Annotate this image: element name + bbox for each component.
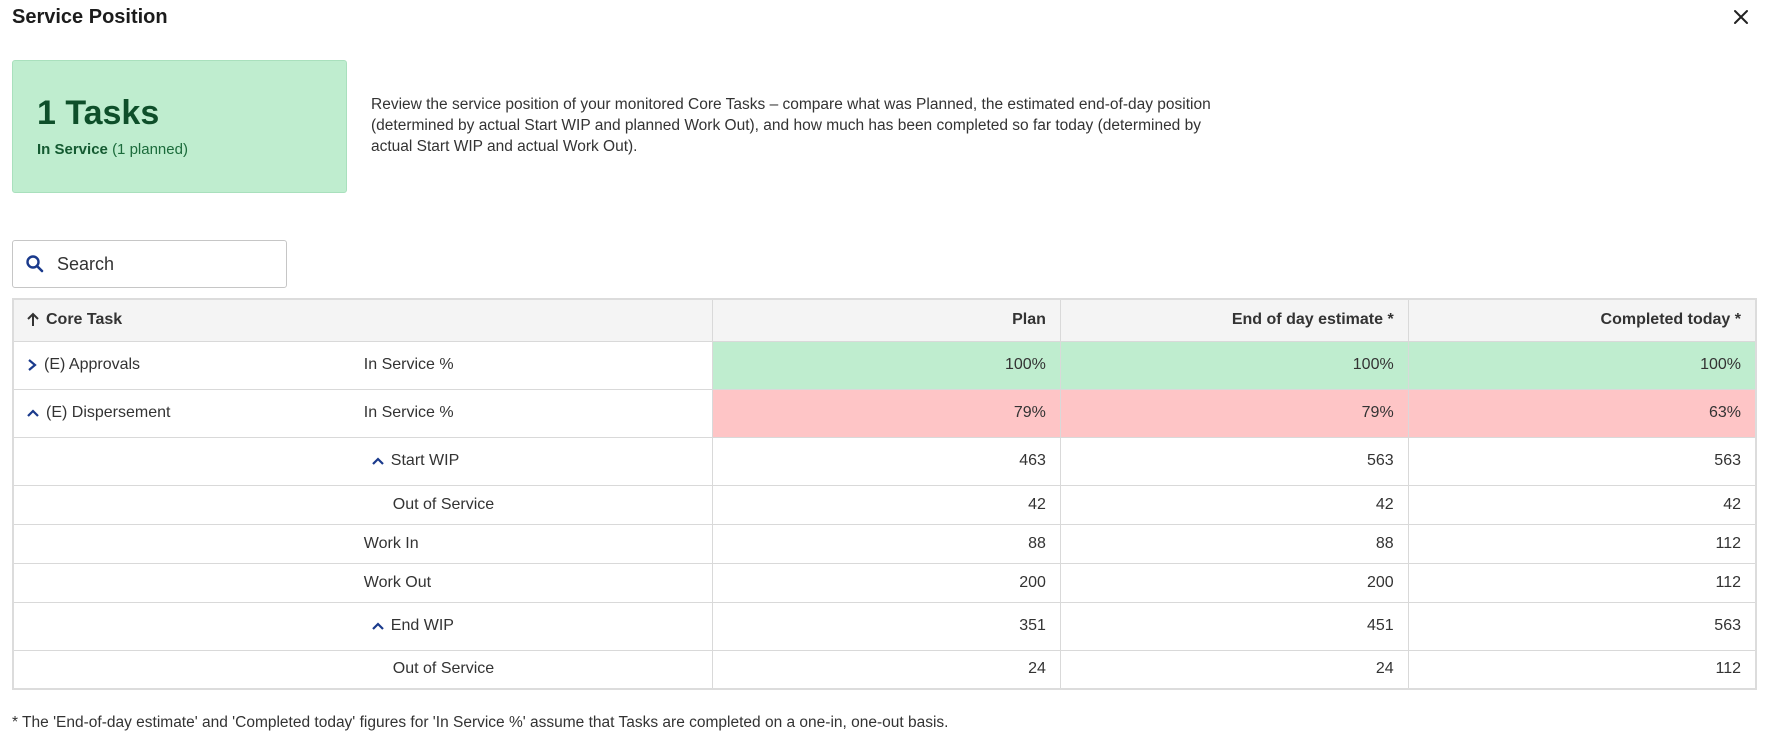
table-row: (E) Dispersement In Service % 79% 79% 63… xyxy=(12,388,1757,438)
status-label: In Service xyxy=(37,141,108,158)
chevron-up-icon[interactable] xyxy=(371,455,385,467)
metric-label: In Service % xyxy=(363,356,454,373)
metric-label: In Service % xyxy=(363,404,454,421)
metric-label: Start WIP xyxy=(390,452,460,469)
table-row: Work In 88 88 112 xyxy=(12,523,1757,564)
completed-value: 563 xyxy=(1407,436,1757,486)
completed-value: 42 xyxy=(1407,484,1757,525)
plan-value: 351 xyxy=(712,601,1061,651)
table-row: Work Out 200 200 112 xyxy=(12,562,1757,603)
chevron-up-icon[interactable] xyxy=(371,620,385,632)
summary-card: 1 Tasks In Service (1 planned) xyxy=(12,60,347,193)
task-cell[interactable]: (E) Approvals xyxy=(12,340,364,390)
task-name: (E) Dispersement xyxy=(46,404,171,421)
search-icon xyxy=(26,255,44,273)
metric-cell: In Service % xyxy=(363,340,714,390)
completed-value: 63% xyxy=(1407,388,1757,438)
completed-value: 100% xyxy=(1407,340,1757,390)
plan-value: 200 xyxy=(712,562,1061,603)
task-cell xyxy=(12,601,364,651)
col-core-task-label: Core Task xyxy=(46,311,123,329)
metric-label: Work Out xyxy=(363,573,432,591)
task-cell xyxy=(12,523,364,564)
col-core-task[interactable]: Core Task xyxy=(12,298,714,342)
table-row: Out of Service 24 24 112 xyxy=(12,649,1757,690)
table-row: (E) Approvals In Service % 100% 100% 100… xyxy=(12,340,1757,390)
eod-value: 42 xyxy=(1059,484,1409,525)
eod-value: 88 xyxy=(1059,523,1409,564)
close-button[interactable] xyxy=(1726,2,1756,32)
col-plan[interactable]: Plan xyxy=(712,298,1061,342)
metric-cell: Out of Service xyxy=(363,484,714,525)
metric-cell: Work In xyxy=(363,523,714,564)
service-status: In Service (1 planned) xyxy=(37,141,188,158)
status-planned: (1 planned) xyxy=(112,141,188,158)
chevron-up-icon[interactable] xyxy=(26,407,40,419)
eod-value: 451 xyxy=(1059,601,1409,651)
table-row: End WIP 351 451 563 xyxy=(12,601,1757,651)
eod-value: 200 xyxy=(1059,562,1409,603)
metric-label: Out of Service xyxy=(392,660,495,678)
search-input[interactable] xyxy=(57,253,267,275)
chevron-right-icon[interactable] xyxy=(26,358,38,372)
col-end-of-day[interactable]: End of day estimate * xyxy=(1059,298,1409,342)
eod-value: 563 xyxy=(1059,436,1409,486)
task-cell xyxy=(12,649,364,690)
completed-value: 112 xyxy=(1407,649,1757,690)
metric-cell[interactable]: End WIP xyxy=(363,601,714,651)
plan-value: 24 xyxy=(712,649,1061,690)
plan-value: 42 xyxy=(712,484,1061,525)
metric-cell[interactable]: Start WIP xyxy=(363,436,714,486)
plan-value: 79% xyxy=(712,388,1061,438)
metric-cell: Work Out xyxy=(363,562,714,603)
task-cell xyxy=(12,562,364,603)
close-icon xyxy=(1734,10,1748,24)
completed-value: 563 xyxy=(1407,601,1757,651)
task-cell[interactable]: (E) Dispersement xyxy=(12,388,364,438)
table-row: Start WIP 463 563 563 xyxy=(12,436,1757,486)
task-cell xyxy=(12,436,364,486)
plan-value: 88 xyxy=(712,523,1061,564)
completed-value: 112 xyxy=(1407,562,1757,603)
footnote: * The 'End-of-day estimate' and 'Complet… xyxy=(12,714,949,731)
dialog-title: Service Position xyxy=(12,6,168,28)
col-completed-today[interactable]: Completed today * xyxy=(1407,298,1757,342)
search-box[interactable] xyxy=(12,240,287,288)
eod-value: 24 xyxy=(1059,649,1409,690)
metric-label: Work In xyxy=(363,534,419,552)
plan-value: 100% xyxy=(712,340,1061,390)
task-name: (E) Approvals xyxy=(44,356,141,373)
table-header-row: Core Task Plan End of day estimate * Com… xyxy=(12,298,1757,342)
metric-label: End WIP xyxy=(390,617,454,634)
eod-value: 79% xyxy=(1059,388,1409,438)
task-count: 1 Tasks xyxy=(37,94,160,132)
metric-cell: Out of Service xyxy=(363,649,714,690)
completed-value: 112 xyxy=(1407,523,1757,564)
metric-label: Out of Service xyxy=(392,495,495,513)
plan-value: 463 xyxy=(712,436,1061,486)
task-cell xyxy=(12,484,364,525)
description-text: Review the service position of your moni… xyxy=(371,96,1211,155)
eod-value: 100% xyxy=(1059,340,1409,390)
service-table: Core Task Plan End of day estimate * Com… xyxy=(12,298,1757,690)
metric-cell: In Service % xyxy=(363,388,714,438)
sort-arrow-up-icon xyxy=(27,312,39,327)
table-row: Out of Service 42 42 42 xyxy=(12,484,1757,525)
